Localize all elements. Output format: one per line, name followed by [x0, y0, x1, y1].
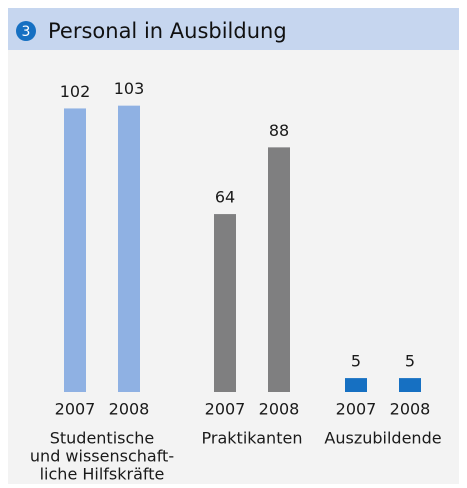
x-tick-label: 2008 — [259, 400, 300, 419]
bar — [345, 378, 367, 392]
group-label: Auszubildende — [324, 429, 441, 448]
value-label: 88 — [269, 121, 289, 140]
bar — [399, 378, 421, 392]
bar — [268, 147, 290, 392]
group-label: und wissenschaft- — [30, 447, 174, 466]
bar — [64, 108, 86, 392]
bar — [214, 214, 236, 392]
value-label: 5 — [405, 352, 415, 371]
badge-number: 3 — [22, 24, 31, 40]
chart-title: Personal in Ausbildung — [48, 19, 287, 43]
group-label: liche Hilfskräfte — [40, 465, 165, 484]
x-tick-label: 2008 — [390, 400, 431, 419]
value-label: 102 — [60, 82, 91, 101]
value-label: 5 — [351, 352, 361, 371]
group-label: Praktikanten — [202, 429, 303, 448]
value-label: 103 — [114, 79, 145, 98]
x-tick-label: 2007 — [55, 400, 96, 419]
x-tick-label: 2007 — [205, 400, 246, 419]
x-tick-label: 2008 — [109, 400, 150, 419]
badge-circle — [16, 21, 36, 41]
value-label: 64 — [215, 188, 235, 207]
group-label: Studentische — [50, 429, 155, 448]
x-tick-label: 2007 — [336, 400, 377, 419]
header-band — [8, 8, 459, 50]
bar — [118, 105, 140, 392]
